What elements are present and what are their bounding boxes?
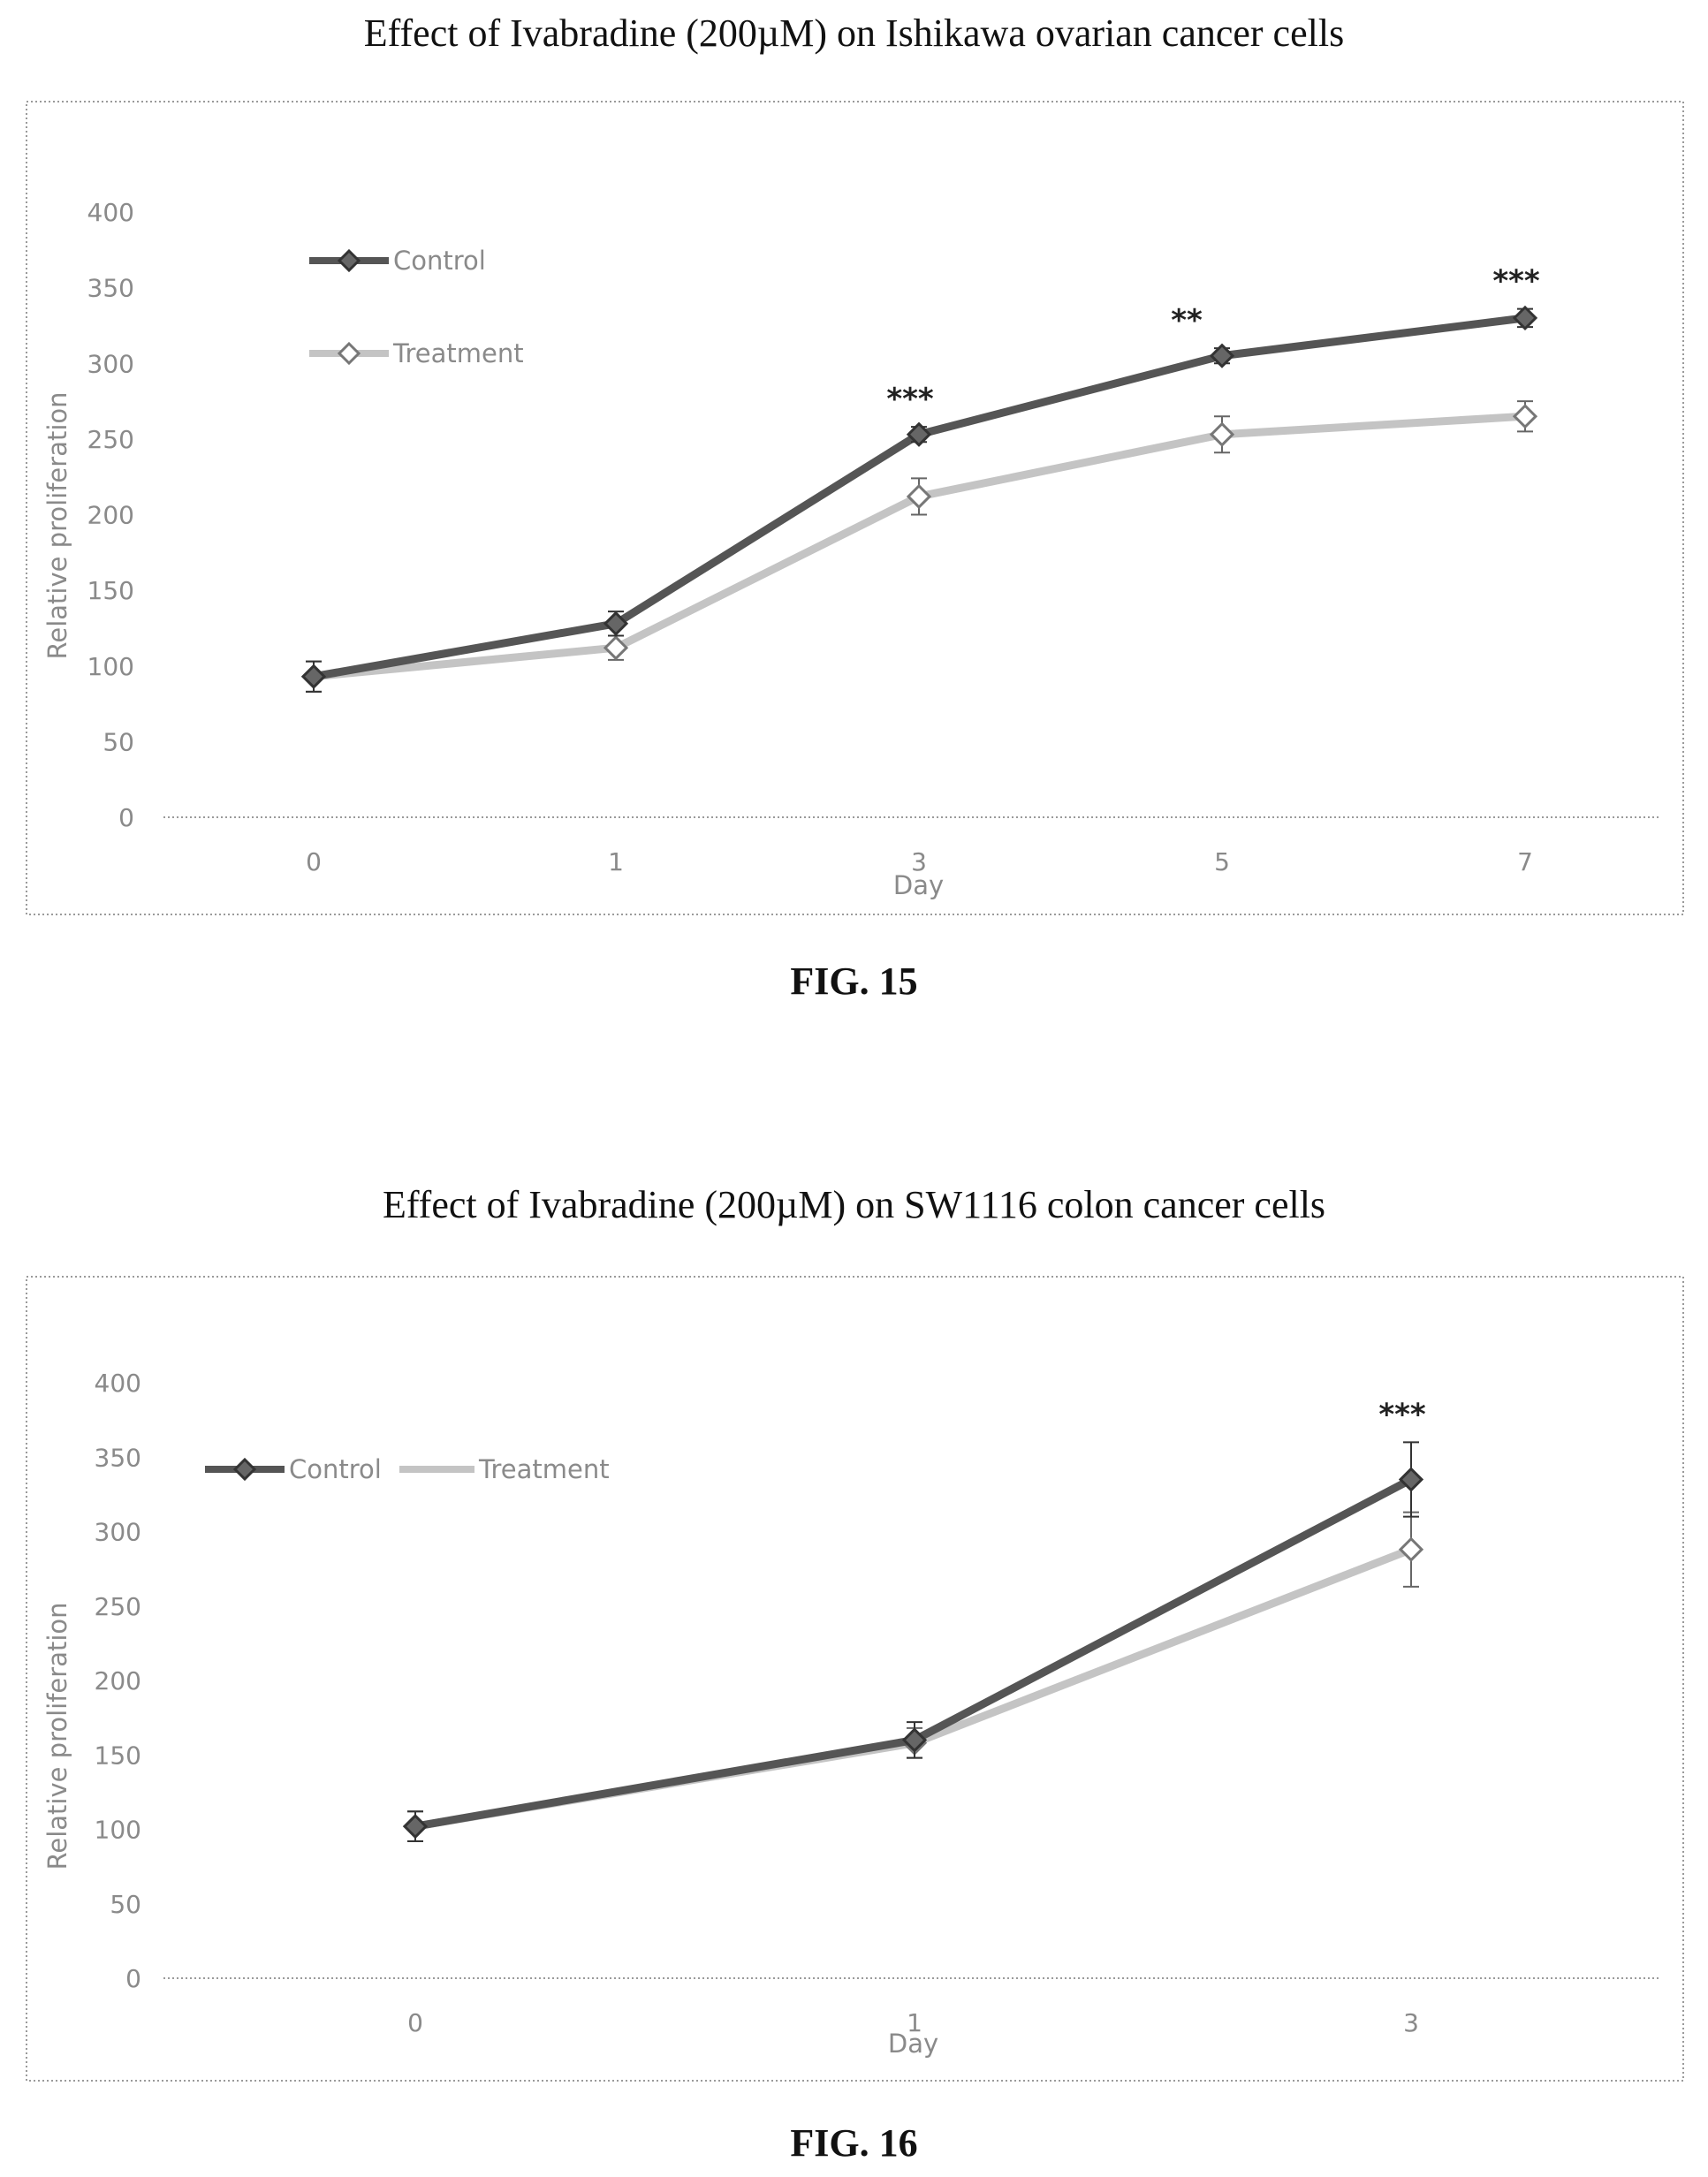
y-tick-label: 250 <box>87 425 134 454</box>
x-axis-title: Day <box>893 870 944 900</box>
y-tick-label: 100 <box>95 1816 141 1845</box>
legend-marker-control <box>232 1457 257 1482</box>
data-point <box>1209 343 1235 368</box>
y-tick-label: 150 <box>95 1741 141 1770</box>
y-tick-label: 50 <box>102 727 134 756</box>
data-point <box>603 611 629 636</box>
legend-label-control: Control <box>393 246 486 276</box>
y-tick-label: 300 <box>87 349 134 378</box>
y-tick-label: 250 <box>95 1592 141 1621</box>
legend: Control Treatment <box>309 246 524 368</box>
series-line <box>414 1545 1413 1831</box>
y-tick-label: 200 <box>87 501 134 530</box>
x-tick-label: 3 <box>1403 2008 1419 2037</box>
x-tick-label: 0 <box>306 847 322 876</box>
data-point <box>1209 421 1235 447</box>
y-axis-title: Relative proliferation <box>42 1602 72 1870</box>
significance-label: *** <box>1492 264 1540 300</box>
y-tick-label: 400 <box>95 1369 141 1398</box>
chart-sw1116: 0 50 100 150 200 250 300 350 400 Relative prolife… <box>26 1276 1684 2082</box>
y-tick-label: 0 <box>125 1964 141 1993</box>
y-tick-label: 350 <box>95 1443 141 1472</box>
x-tick-label: 7 <box>1517 847 1533 876</box>
x-tick-label: 1 <box>608 847 624 876</box>
data-point <box>906 421 932 447</box>
data-point <box>901 1727 928 1753</box>
chart-title: Effect of Ivabradine (200µM) on SW1116 c… <box>382 1183 1326 1226</box>
data-point <box>300 664 327 689</box>
legend-label-control: Control <box>289 1454 382 1484</box>
y-tick-label: 100 <box>87 652 134 681</box>
y-tick-label: 350 <box>87 274 134 303</box>
series-line <box>313 412 1526 681</box>
significance-label: *** <box>1378 1397 1426 1432</box>
legend-marker-treatment <box>337 341 361 366</box>
legend-label-treatment: Treatment <box>478 1454 610 1484</box>
y-tick-label: 400 <box>87 198 134 227</box>
series-control <box>402 1441 1424 1842</box>
y-tick-label: 50 <box>110 1890 141 1919</box>
data-point <box>1512 404 1538 429</box>
legend-marker-control <box>337 248 361 273</box>
data-point <box>1512 305 1538 330</box>
x-tick-label: 0 <box>407 2008 423 2037</box>
series-control <box>300 305 1538 693</box>
significance-label: ** <box>1171 303 1203 338</box>
series-treatment <box>402 1511 1424 1842</box>
legend: Control Treatment <box>205 1454 610 1484</box>
y-axis-title: Relative proliferation <box>42 391 72 659</box>
series-line <box>414 1475 1414 1831</box>
chart-frame <box>26 101 1684 915</box>
chart-frame <box>26 1276 1684 2082</box>
data-point <box>402 1814 429 1839</box>
y-tick-label: 200 <box>95 1666 141 1695</box>
legend-label-treatment: Treatment <box>392 338 524 368</box>
x-tick-label: 3 <box>911 847 927 876</box>
y-tick-label: 0 <box>118 803 134 832</box>
figure-caption: FIG. 16 <box>790 2121 918 2165</box>
figure-caption: FIG. 15 <box>790 960 918 1003</box>
y-tick-label: 300 <box>95 1518 141 1547</box>
data-point <box>906 483 932 510</box>
significance-label: *** <box>886 382 934 417</box>
data-point <box>1398 1536 1424 1562</box>
x-tick-label: 1 <box>907 2008 922 2037</box>
chart-title: Effect of Ivabradine (200µM) on Ishikawa… <box>363 11 1345 55</box>
x-tick-label: 5 <box>1214 847 1230 876</box>
data-point <box>603 635 629 661</box>
y-tick-label: 150 <box>87 576 134 605</box>
x-axis-title: Day <box>888 2029 938 2059</box>
data-point <box>1398 1467 1424 1492</box>
